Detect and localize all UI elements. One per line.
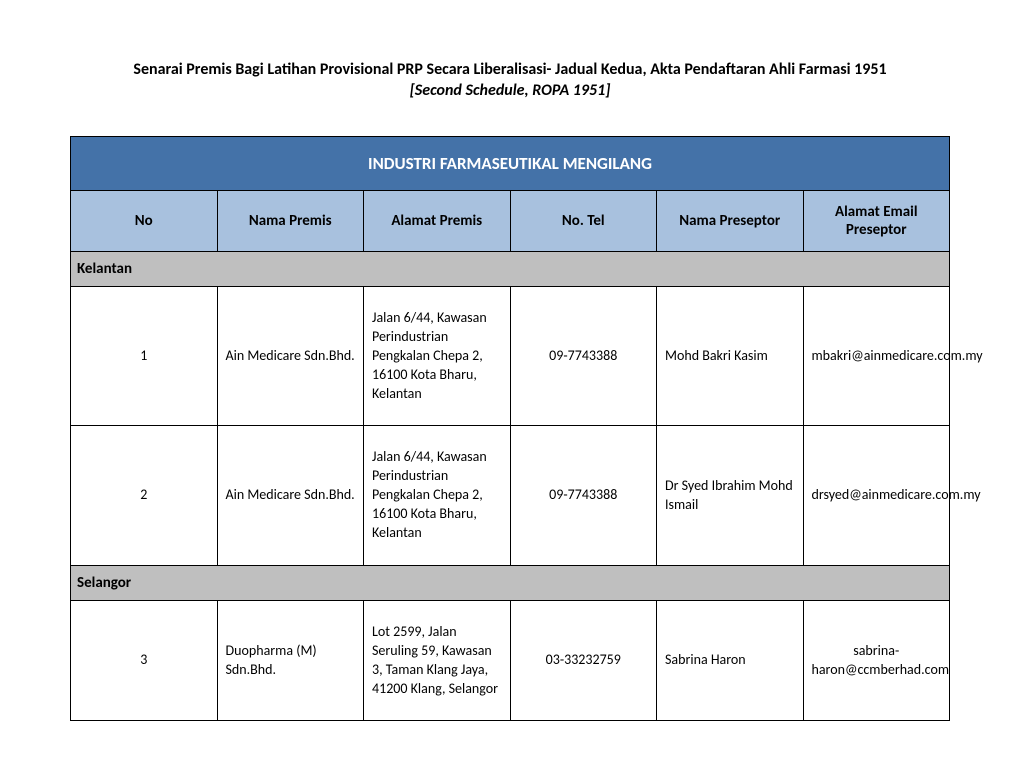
table-row: 1Ain Medicare Sdn.Bhd.Jalan 6/44, Kawasa… [71, 287, 950, 426]
table-row: 2Ain Medicare Sdn.Bhd.Jalan 6/44, Kawasa… [71, 426, 950, 565]
cell-alamat-premis: Jalan 6/44, Kawasan Perindustrian Pengka… [364, 426, 511, 565]
cell-no-tel: 09-7743388 [510, 426, 657, 565]
column-header-alamat-premis: Alamat Premis [364, 191, 511, 252]
cell-nama-premis: Ain Medicare Sdn.Bhd. [217, 287, 364, 426]
column-header-alamat-email: Alamat Email Preseptor [803, 191, 950, 252]
cell-nama-premis: Ain Medicare Sdn.Bhd. [217, 426, 364, 565]
table-row: 3Duopharma (M) Sdn.Bhd.Lot 2599, Jalan S… [71, 600, 950, 721]
document-title: Senarai Premis Bagi Latihan Provisional … [70, 60, 950, 79]
cell-alamat-email: drsyed@ainmedicare.com.my [803, 426, 950, 565]
cell-alamat-premis: Jalan 6/44, Kawasan Perindustrian Pengka… [364, 287, 511, 426]
cell-no: 3 [71, 600, 218, 721]
column-header-no: No [71, 191, 218, 252]
section-label: Kelantan [71, 252, 950, 287]
cell-no: 1 [71, 287, 218, 426]
cell-alamat-premis: Lot 2599, Jalan Seruling 59, Kawasan 3, … [364, 600, 511, 721]
cell-no: 2 [71, 426, 218, 565]
cell-nama-preseptor: Dr Syed Ibrahim Mohd Ismail [657, 426, 804, 565]
column-header-no-tel: No. Tel [510, 191, 657, 252]
premises-table: INDUSTRI FARMASEUTIKAL MENGILANGNoNama P… [70, 136, 950, 721]
section-label: Selangor [71, 565, 950, 600]
cell-alamat-email: sabrina-haron@ccmberhad.com [803, 600, 950, 721]
cell-no-tel: 09-7743388 [510, 287, 657, 426]
cell-nama-premis: Duopharma (M) Sdn.Bhd. [217, 600, 364, 721]
table-banner: INDUSTRI FARMASEUTIKAL MENGILANG [71, 137, 950, 191]
cell-nama-preseptor: Mohd Bakri Kasim [657, 287, 804, 426]
cell-no-tel: 03-33232759 [510, 600, 657, 721]
cell-nama-preseptor: Sabrina Haron [657, 600, 804, 721]
document-subtitle: [Second Schedule, ROPA 1951] [70, 81, 950, 100]
column-header-nama-preseptor: Nama Preseptor [657, 191, 804, 252]
cell-alamat-email: mbakri@ainmedicare.com.my [803, 287, 950, 426]
column-header-nama-premis: Nama Premis [217, 191, 364, 252]
